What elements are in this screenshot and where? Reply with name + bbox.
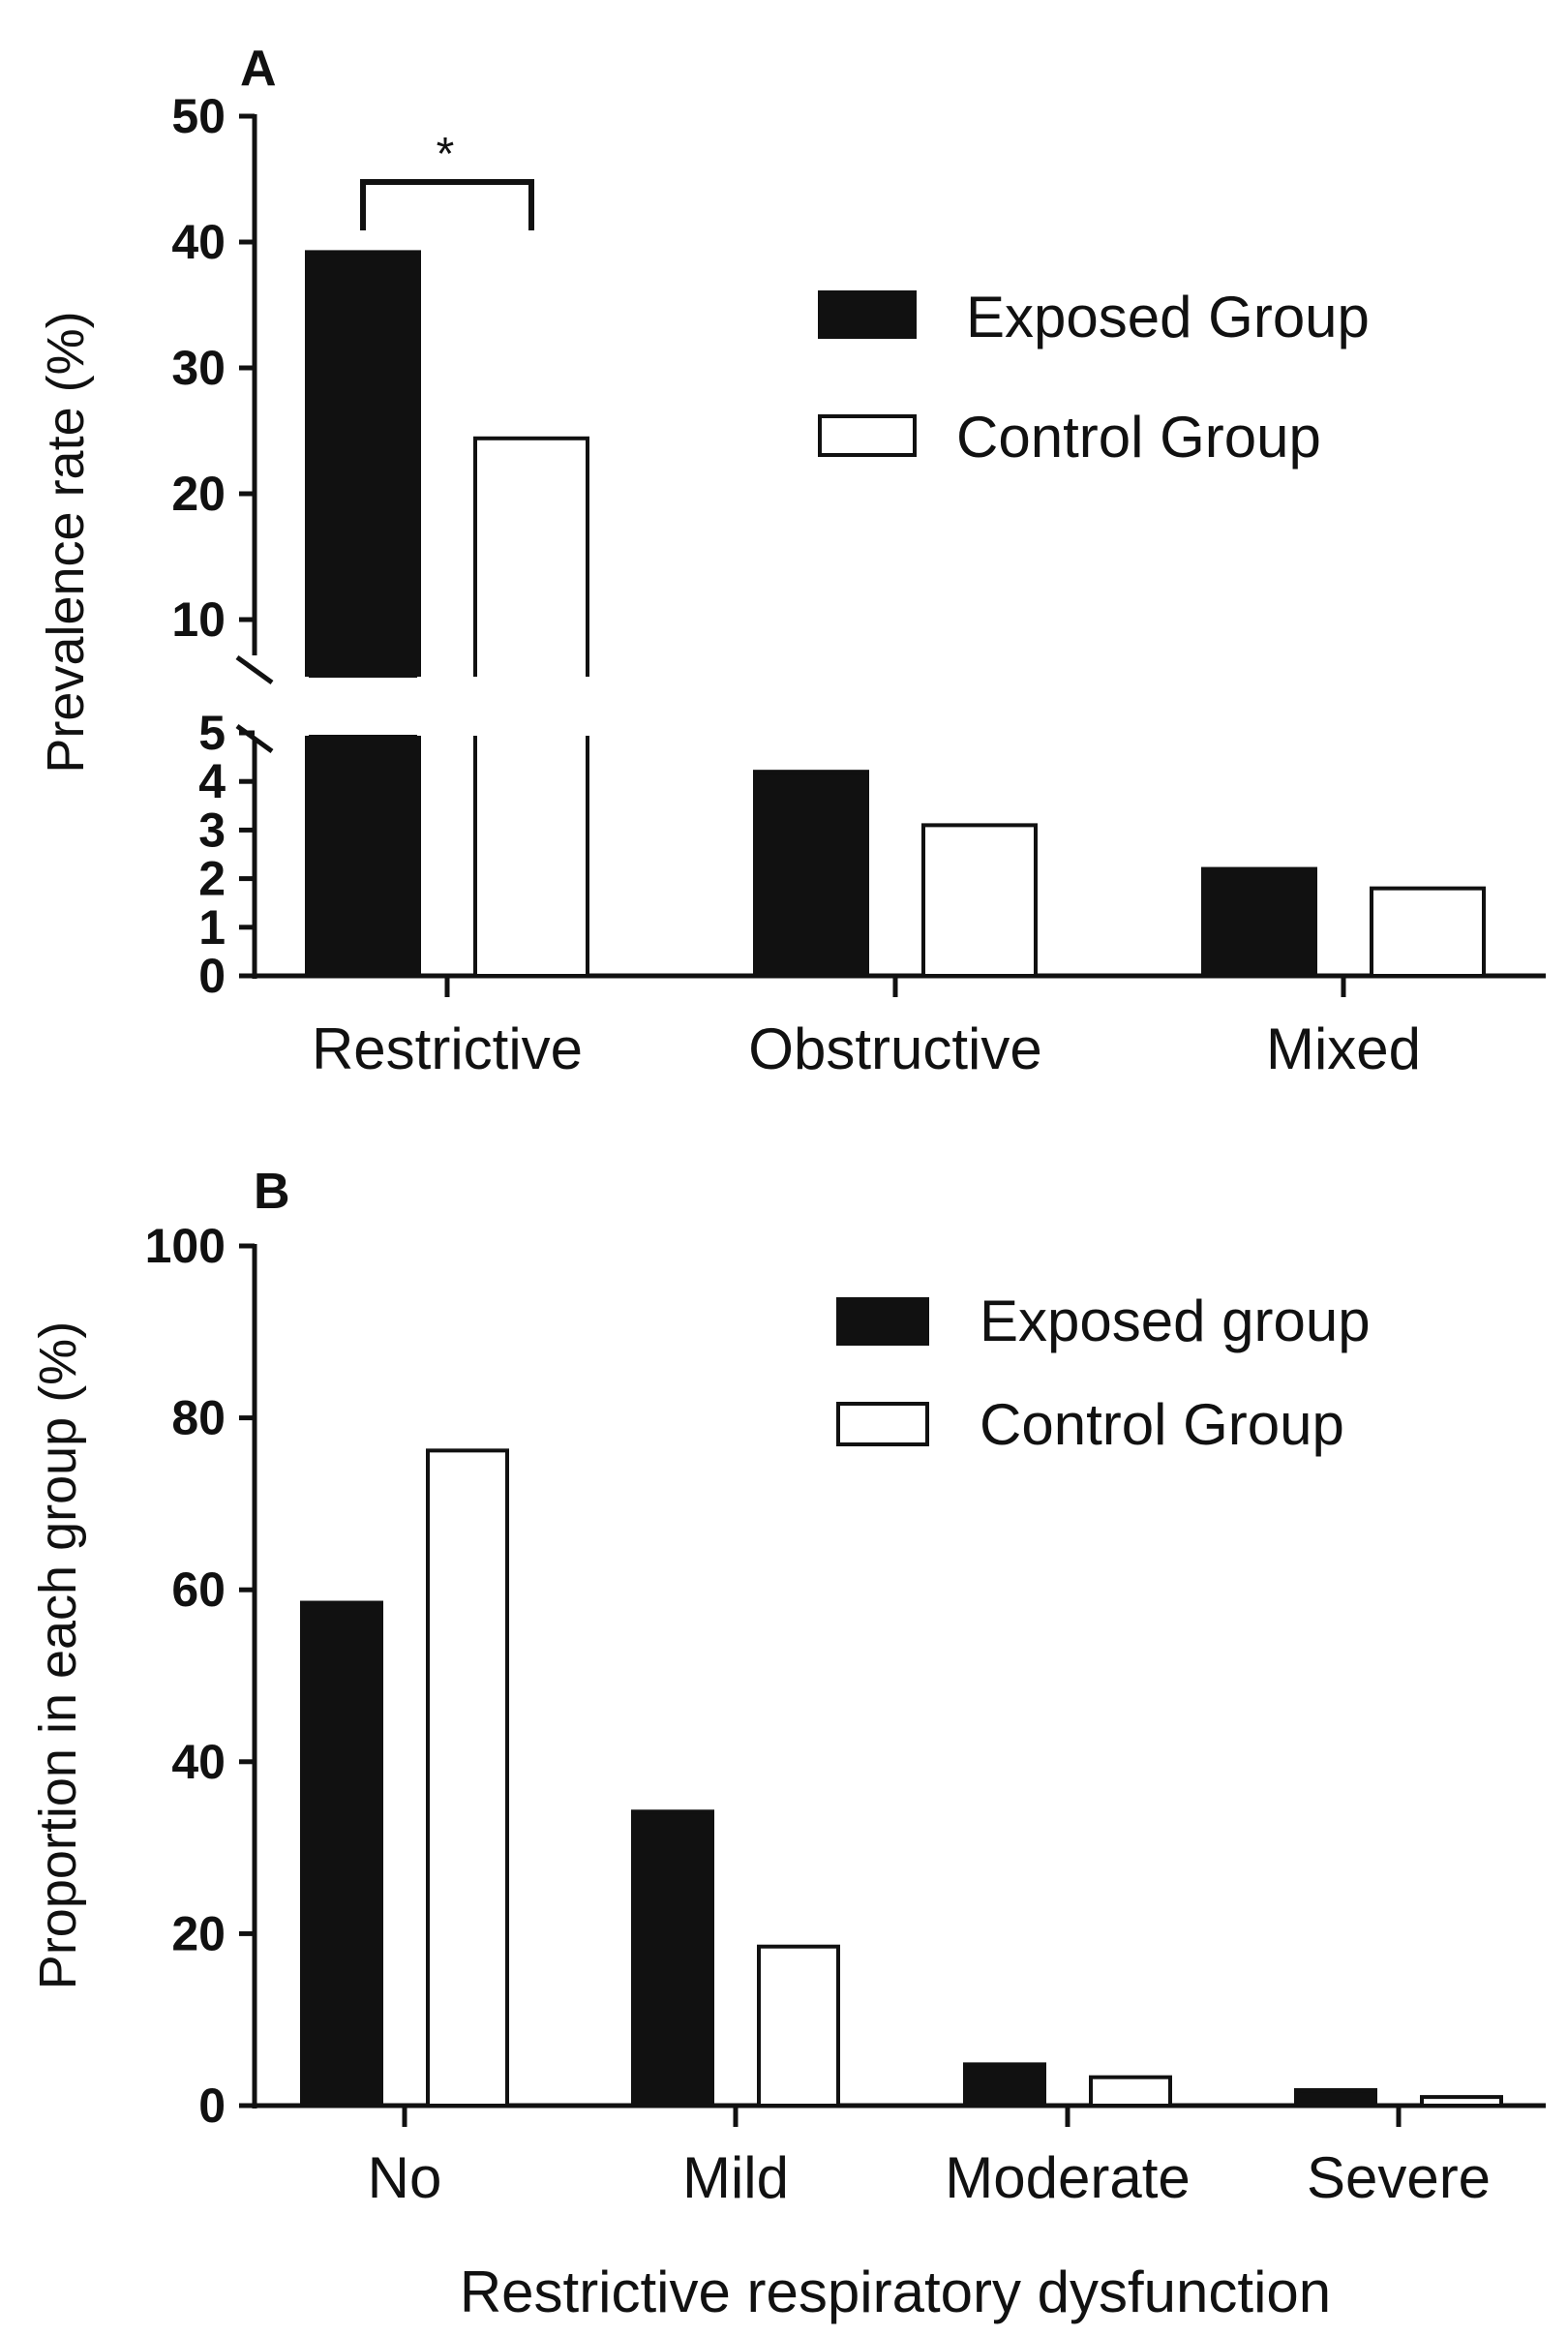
x-tick-label-no: No xyxy=(368,2145,442,2210)
y-tick-label-40: 40 xyxy=(171,1735,226,1789)
axis-break-mark-lower xyxy=(235,723,274,754)
x-tick-label-obstructive: Obstructive xyxy=(748,1016,1041,1081)
x-tick-label-restrictive: Restrictive xyxy=(312,1016,583,1081)
bar-break-mask-lower-exposed-group xyxy=(309,735,417,741)
bar-exposed-group-restrictive-lower xyxy=(305,736,421,978)
y-tick-label-20: 20 xyxy=(171,1906,226,1960)
significance-bracket: * xyxy=(360,129,534,230)
legend-label-control: Control Group xyxy=(980,1392,1344,1457)
y-tick-label-50: 50 xyxy=(171,89,226,143)
bar-exposed-group-severe xyxy=(1294,2088,1377,2108)
legend-swatch-exposed xyxy=(836,1297,929,1346)
bar-exposed-group-restrictive-upper xyxy=(305,250,421,677)
axis-break-mark-upper xyxy=(235,654,274,685)
panel-a-y-axis-label: Prevalence rate (%) xyxy=(37,311,95,773)
panel-b-letter: B xyxy=(254,1164,290,1220)
panel-b-x-tick-labels: No Mild Moderate Severe xyxy=(368,2145,1491,2210)
bar-exposed-group-mild xyxy=(631,1809,714,2108)
panel-b-bars xyxy=(300,1448,1503,2127)
significance-bracket-line xyxy=(360,179,534,230)
x-tick-label-mixed: Mixed xyxy=(1266,1016,1421,1081)
bar-control-group-moderate xyxy=(1089,2075,1172,2108)
x-tick-label-mild: Mild xyxy=(682,2145,789,2210)
bar-control-group-no xyxy=(426,1448,509,2108)
panel-a-letter: A xyxy=(240,41,277,97)
y-tick-label-lower-0: 0 xyxy=(198,949,226,1003)
bar-break-mask-lower-control-group xyxy=(477,735,586,741)
bar-exposed-group-no xyxy=(300,1600,383,2108)
y-tick-label-40: 40 xyxy=(171,215,226,269)
y-tick-label-20: 20 xyxy=(171,467,226,521)
x-tick-label-severe: Severe xyxy=(1307,2145,1491,2210)
bar-control-group-mixed xyxy=(1370,886,1486,979)
x-tick-label-moderate: Moderate xyxy=(945,2145,1190,2210)
bar-exposed-group-moderate xyxy=(963,2062,1046,2108)
bar-control-group-obstructive xyxy=(921,823,1038,978)
bar-control-group-restrictive-lower xyxy=(473,736,589,978)
panel-b-y-axis-label: Proportion in each group (%) xyxy=(29,1321,87,1989)
bar-break-mask-upper-exposed-group xyxy=(309,672,417,678)
panel-b-legend: Exposed group Control Group xyxy=(836,1289,1371,1457)
y-tick-label-lower-2: 2 xyxy=(198,852,226,906)
legend-swatch-control xyxy=(836,1402,929,1446)
bar-exposed-group-obstructive xyxy=(753,770,869,978)
y-tick-label-30: 30 xyxy=(171,341,226,395)
y-tick-label-lower-1: 1 xyxy=(198,900,226,955)
y-tick-label-100: 100 xyxy=(145,1219,226,1273)
bar-control-group-severe xyxy=(1420,2095,1503,2108)
y-tick-label-0: 0 xyxy=(198,2078,226,2133)
legend-swatch-control xyxy=(818,414,917,457)
y-tick-label-lower-4: 4 xyxy=(198,754,226,808)
panel-a-x-tick-labels: Restrictive Obstructive Mixed xyxy=(312,1016,1421,1081)
bar-exposed-group-mixed xyxy=(1201,866,1317,978)
panel-a-legend: Exposed Group Control Group xyxy=(818,285,1370,470)
bar-control-group-mild xyxy=(757,1944,840,2108)
panel-a-axes xyxy=(235,114,1546,979)
y-tick-label-lower-3: 3 xyxy=(198,803,226,857)
bar-break-mask-upper-control-group xyxy=(477,672,586,678)
panel-a-bars xyxy=(305,250,1486,997)
y-tick-label-80: 80 xyxy=(171,1391,226,1445)
significance-asterisk: * xyxy=(437,129,455,180)
legend-label-exposed: Exposed group xyxy=(980,1289,1371,1353)
legend-label-exposed: Exposed Group xyxy=(966,285,1370,349)
bar-control-group-restrictive-upper xyxy=(473,436,589,677)
panel-b-y-ticks: 0 20 40 60 80 100 xyxy=(145,1219,255,2133)
y-tick-label-60: 60 xyxy=(171,1562,226,1617)
legend-swatch-exposed xyxy=(818,290,917,339)
y-tick-label-lower-5: 5 xyxy=(198,706,226,760)
panel-b-x-axis-label: Restrictive respiratory dysfunction xyxy=(460,2260,1331,2324)
y-tick-label-10: 10 xyxy=(171,592,226,647)
legend-label-control: Control Group xyxy=(956,405,1321,470)
panel-b-proportion-chart: B Proportion in each group (%) 0 20 40 60 80… xyxy=(29,1164,1546,2324)
